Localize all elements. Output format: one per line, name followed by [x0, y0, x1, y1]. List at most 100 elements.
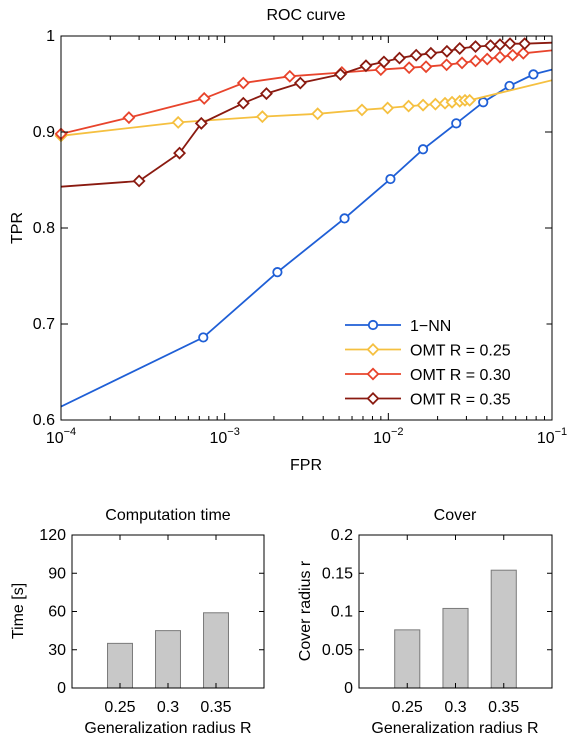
time-axes: 0.25 0.3 0.35 0 30 60 90 120 — [39, 527, 264, 716]
data-point — [480, 52, 494, 66]
data-point — [333, 67, 347, 81]
data-point — [197, 91, 211, 105]
data-point — [393, 51, 406, 65]
roc-series-layer — [54, 37, 552, 408]
cover-title: Cover — [434, 507, 477, 524]
time-bars — [107, 612, 229, 689]
data-point — [440, 58, 454, 72]
cover-ylabel: Cover radius r — [297, 560, 314, 661]
data-point — [173, 146, 187, 160]
x-tick-label: 0.25 — [104, 699, 135, 716]
y-tick-label: 0.05 — [322, 642, 353, 659]
data-point — [385, 173, 396, 185]
roc-ylabel: TPR — [9, 212, 26, 244]
roc-legend: 1−NN OMT R = 0.25 OMT R = 0.30 OMT R = 0.35 — [336, 306, 547, 412]
data-point — [463, 93, 477, 107]
y-tick-label: 0.9 — [33, 124, 55, 141]
data-point — [503, 37, 517, 51]
y-tick-label: 0.2 — [331, 527, 353, 544]
legend-marker — [366, 392, 380, 405]
data-point — [506, 48, 520, 62]
y-tick-label: 90 — [48, 565, 66, 582]
data-point — [469, 40, 483, 54]
data-point — [469, 54, 483, 68]
data-point — [198, 332, 209, 343]
data-point — [359, 59, 373, 73]
data-point — [409, 48, 423, 62]
y-tick-label: 0 — [57, 680, 66, 697]
data-point — [236, 76, 250, 90]
y-tick-label: 0.8 — [33, 220, 55, 237]
x-tick-label: 0.3 — [157, 699, 179, 716]
data-point — [451, 118, 462, 129]
time-ylabel: Time [s] — [10, 583, 27, 639]
legend-label: OMT R = 0.35 — [410, 392, 511, 409]
roc-title: ROC curve — [266, 7, 345, 24]
data-point — [416, 98, 430, 112]
legend-marker — [366, 343, 380, 356]
data-point — [453, 42, 467, 55]
data-point — [283, 69, 297, 83]
series-omt-r-0-25 — [54, 79, 552, 143]
y-tick-label: 0 — [344, 680, 353, 697]
legend-marker — [367, 319, 379, 331]
bar-0-35 — [490, 569, 517, 689]
data-point — [171, 115, 185, 129]
data-point — [504, 80, 515, 92]
bar-0-3 — [155, 630, 181, 689]
series-1-nn — [61, 68, 552, 408]
y-tick-label: 0.15 — [322, 565, 353, 582]
legend-label: 1−NN — [410, 318, 451, 335]
legend-label: OMT R = 0.30 — [410, 367, 511, 384]
series-omt-r-0-30 — [54, 46, 552, 141]
data-point — [402, 99, 416, 113]
data-point — [311, 107, 325, 121]
data-point — [194, 116, 208, 130]
x-tick-label: 10−1 — [537, 426, 567, 447]
data-point — [122, 111, 136, 125]
cover-xlabel: Generalization radius R — [371, 720, 538, 737]
cover-chart: Cover 0.25 0.3 0.35 0 0.05 0.1 0.15 0.2 General… — [297, 507, 553, 737]
legend-label: OMT R = 0.25 — [410, 343, 511, 360]
x-tick-label: 10−3 — [209, 426, 239, 447]
y-tick-label: 0.7 — [33, 316, 55, 333]
bar-0-35 — [203, 612, 229, 689]
data-point — [484, 39, 497, 53]
data-point — [417, 144, 429, 155]
x-tick-label: 10−2 — [373, 426, 403, 447]
data-point — [259, 87, 273, 101]
cover-bars — [394, 569, 517, 689]
data-point — [478, 97, 489, 108]
bar-0-25 — [394, 629, 421, 689]
data-point — [518, 37, 532, 51]
y-tick-label: 30 — [48, 642, 66, 659]
data-point — [255, 110, 269, 124]
bar-0-25 — [107, 642, 133, 689]
series-line — [61, 79, 552, 137]
time-title: Computation time — [105, 507, 230, 524]
series-omt-r-0-35 — [61, 37, 552, 188]
data-point — [236, 96, 250, 110]
data-point — [132, 174, 146, 188]
data-point — [528, 69, 539, 80]
x-tick-label: 10−4 — [46, 426, 76, 447]
data-point — [493, 38, 507, 52]
x-tick-label: 0.35 — [200, 699, 231, 716]
y-tick-label: 0.1 — [331, 604, 353, 621]
data-point — [428, 97, 442, 111]
roc-chart: ROC curve 10−4 10−3 10−2 10−10.60.70.80.91 … — [9, 7, 567, 474]
y-tick-label: 120 — [39, 527, 66, 544]
cover-axes: 0.25 0.3 0.35 0 0.05 0.1 0.15 0.2 — [322, 527, 552, 716]
data-point — [272, 267, 283, 278]
roc-xlabel: FPR — [290, 457, 322, 474]
data-point — [455, 56, 469, 70]
data-point — [424, 46, 438, 60]
data-point — [493, 50, 507, 64]
data-point — [419, 60, 433, 74]
data-point — [516, 46, 530, 60]
y-tick-label: 1 — [46, 28, 55, 45]
computation-time-chart: Computation time 0.25 0.3 0.35 0 30 60 90 120 G… — [10, 507, 265, 737]
legend-marker — [366, 367, 380, 381]
x-tick-label: 0.35 — [488, 699, 519, 716]
